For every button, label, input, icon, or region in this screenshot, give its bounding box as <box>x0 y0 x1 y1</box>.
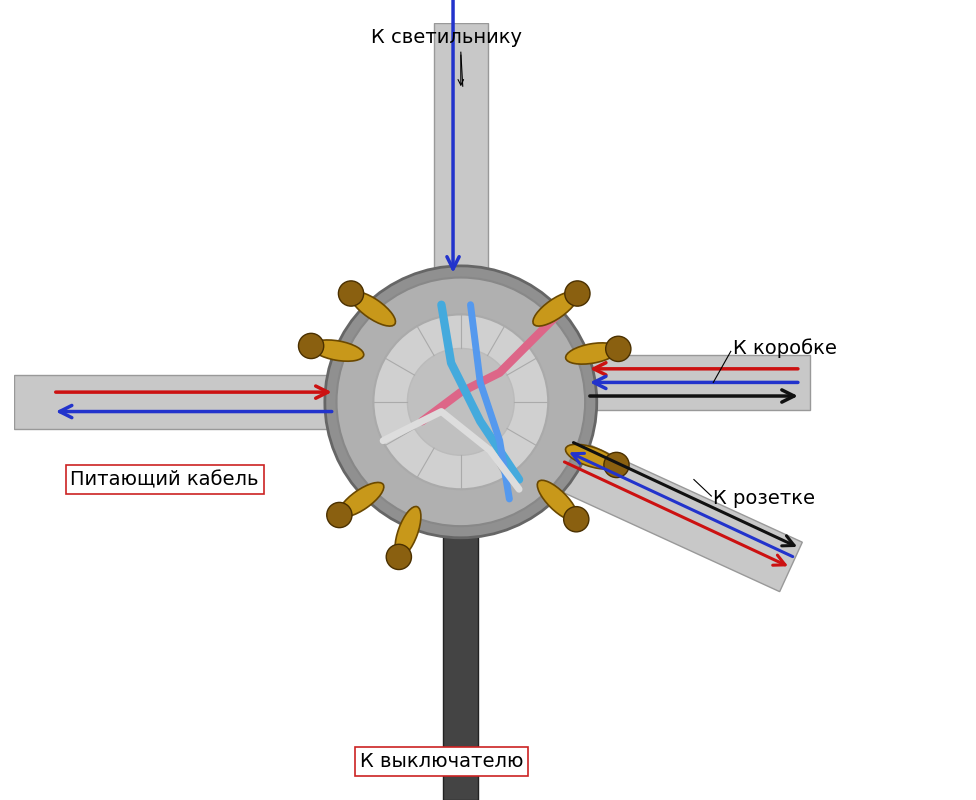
Circle shape <box>564 506 589 532</box>
Circle shape <box>386 544 412 570</box>
FancyBboxPatch shape <box>443 518 478 800</box>
Ellipse shape <box>566 343 619 364</box>
Text: К светильнику: К светильнику <box>371 28 522 47</box>
Polygon shape <box>547 435 802 592</box>
Ellipse shape <box>538 480 578 521</box>
Ellipse shape <box>533 291 578 326</box>
FancyBboxPatch shape <box>14 374 345 429</box>
FancyBboxPatch shape <box>433 23 488 286</box>
Circle shape <box>606 336 630 362</box>
Text: Питающий кабель: Питающий кабель <box>70 470 259 489</box>
Circle shape <box>407 349 514 455</box>
Circle shape <box>327 502 352 528</box>
Ellipse shape <box>339 482 384 517</box>
Circle shape <box>325 266 596 538</box>
Text: К розетке: К розетке <box>713 490 815 509</box>
Text: К коробке: К коробке <box>733 338 836 358</box>
Ellipse shape <box>395 506 421 557</box>
Text: К выключателю: К выключателю <box>359 752 523 770</box>
FancyBboxPatch shape <box>578 355 810 410</box>
Circle shape <box>337 278 586 526</box>
Circle shape <box>374 314 549 490</box>
Circle shape <box>565 281 590 306</box>
Ellipse shape <box>311 340 364 362</box>
Circle shape <box>339 281 364 306</box>
Ellipse shape <box>350 291 395 326</box>
Circle shape <box>604 452 630 478</box>
Ellipse shape <box>565 444 617 469</box>
Circle shape <box>299 334 324 358</box>
